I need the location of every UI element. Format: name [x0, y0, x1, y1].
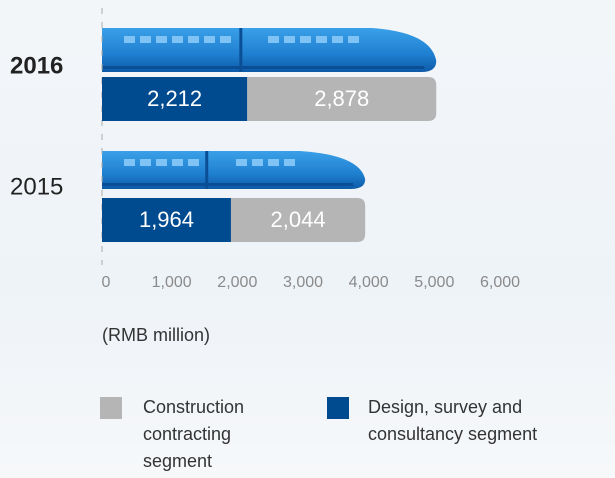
- train: [102, 28, 437, 72]
- train-window: [156, 159, 167, 166]
- legend-swatch: [100, 397, 122, 419]
- train-window: [188, 159, 199, 166]
- train-window: [236, 159, 247, 166]
- x-tick-label: 2,000: [217, 274, 257, 291]
- bar-segment: [247, 77, 437, 121]
- train-window: [220, 36, 231, 43]
- x-tick-label: 1,000: [152, 274, 192, 291]
- train-stripe: [102, 183, 354, 186]
- train-window: [124, 159, 135, 166]
- bar-value-label: 2,212: [147, 86, 202, 111]
- train-window: [188, 36, 199, 43]
- x-tick-label: 4,000: [349, 274, 389, 291]
- bar-value-label: 2,044: [271, 207, 326, 232]
- train-window: [332, 36, 343, 43]
- train-window: [124, 36, 135, 43]
- train-window: [204, 36, 215, 43]
- train-window: [300, 36, 311, 43]
- train-window: [172, 159, 183, 166]
- train-window: [156, 36, 167, 43]
- train-window: [140, 36, 151, 43]
- train-window: [172, 36, 183, 43]
- train-window: [140, 159, 151, 166]
- train-window: [268, 36, 279, 43]
- bar-segment: [230, 198, 366, 242]
- legend-entry: Construction contracting segment: [143, 397, 245, 471]
- bar-value-label: 2,878: [314, 86, 369, 111]
- train-window: [284, 36, 295, 43]
- category-label: 2016: [10, 52, 63, 79]
- train-stripe: [102, 66, 425, 69]
- bar-value-label: 1,964: [139, 207, 194, 232]
- bar-segment: [102, 198, 231, 242]
- train-body: [102, 28, 437, 72]
- train: [102, 151, 366, 189]
- train-window: [316, 36, 327, 43]
- bar-segment: [102, 77, 248, 121]
- category-label: 2015: [10, 173, 63, 200]
- x-tick-label: 3,000: [283, 274, 323, 291]
- train-illustrations: [102, 28, 437, 189]
- legend-swatch: [327, 397, 349, 419]
- train-window: [252, 159, 263, 166]
- train-body: [102, 151, 366, 189]
- legend-entry: Design, survey and consultancy segment: [368, 397, 538, 444]
- x-tick-label: 0: [102, 274, 111, 291]
- train-window: [268, 159, 279, 166]
- x-axis-label: (RMB million): [102, 325, 210, 345]
- x-tick-label: 6,000: [480, 274, 520, 291]
- train-window: [348, 36, 359, 43]
- x-tick-label: 5,000: [414, 274, 454, 291]
- train-window: [284, 159, 295, 166]
